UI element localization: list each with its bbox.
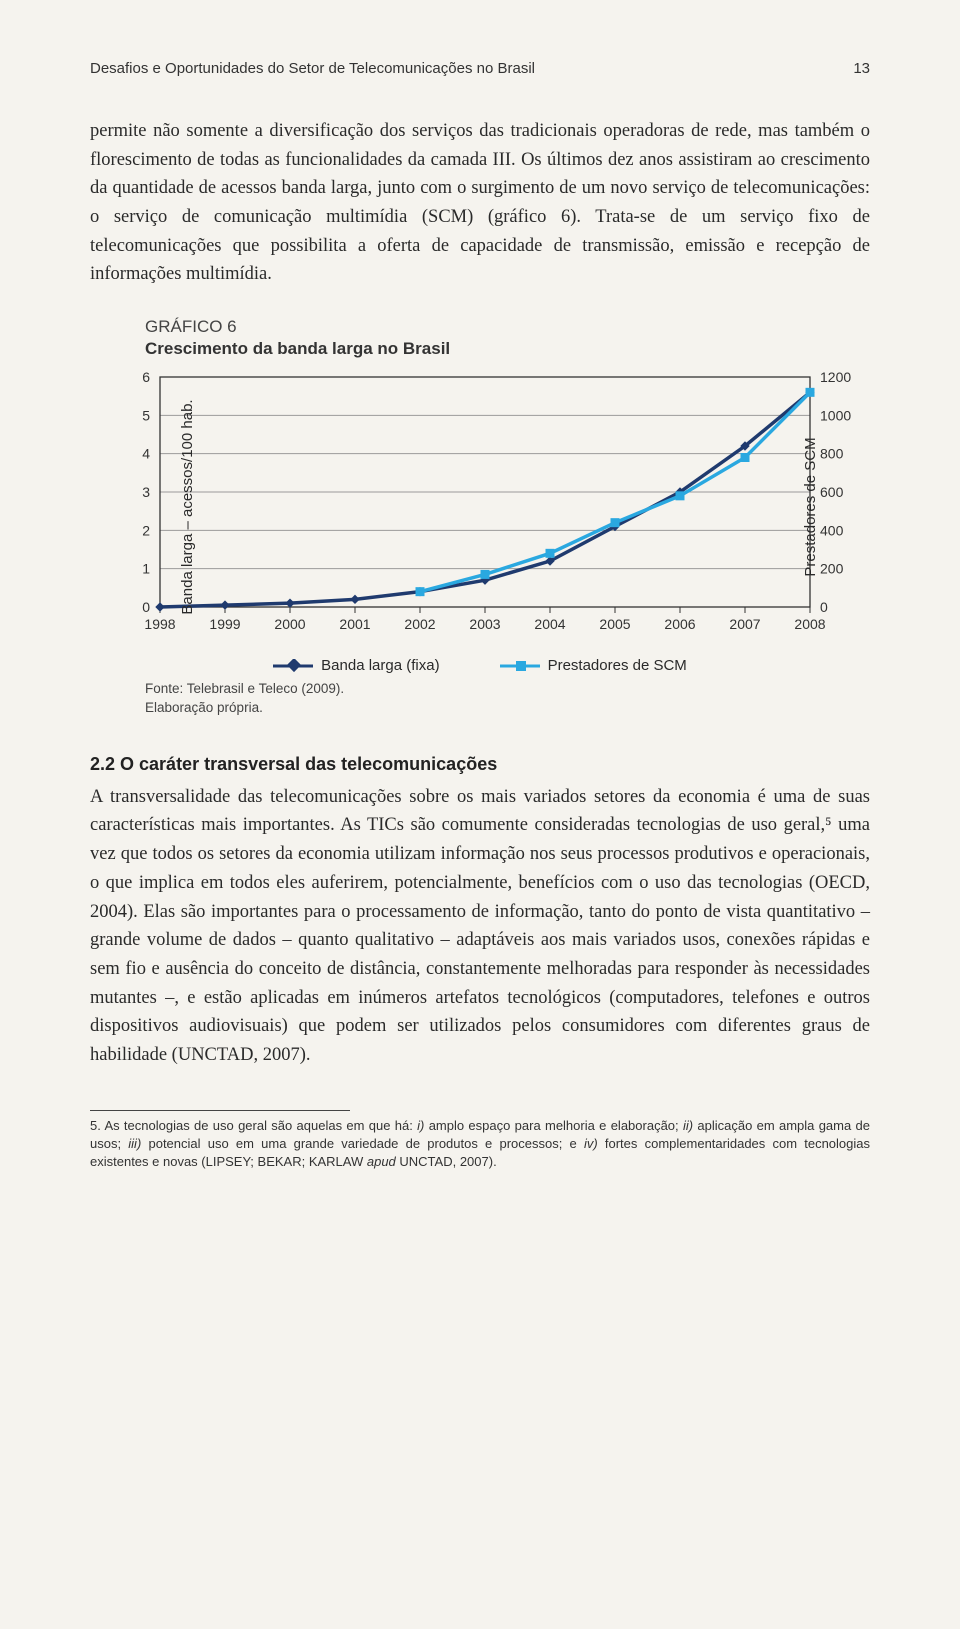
svg-text:6: 6 [142,369,150,385]
svg-text:2007: 2007 [729,616,760,632]
svg-text:2: 2 [142,522,150,538]
section-heading: 2.2 O caráter transversal das telecomuni… [90,754,870,775]
svg-text:200: 200 [820,561,844,577]
svg-text:1000: 1000 [820,407,851,423]
legend-swatch-1 [273,659,313,673]
svg-text:600: 600 [820,484,844,500]
footnote: 5. As tecnologias de uso geral são aquel… [90,1117,870,1172]
footnote-rule [90,1110,350,1111]
svg-text:2002: 2002 [404,616,435,632]
chart-label: GRÁFICO 6 [145,317,870,337]
footnote-text: As tecnologias de uso geral são aquelas … [90,1118,870,1169]
y-left-axis-title: Banda larga – acessos/100 hab. [179,399,196,614]
svg-text:2000: 2000 [274,616,305,632]
legend-item-prestadores: Prestadores de SCM [500,657,687,674]
svg-text:1998: 1998 [144,616,175,632]
y-right-axis-title: Prestadores de SCM [802,437,819,576]
svg-text:4: 4 [142,446,150,462]
svg-text:2001: 2001 [339,616,370,632]
legend-label-2: Prestadores de SCM [548,657,687,674]
running-header: Desafios e Oportunidades do Setor de Tel… [90,60,870,77]
page-number: 13 [853,60,870,77]
chart-block: GRÁFICO 6 Crescimento da banda larga no … [90,317,870,718]
svg-text:400: 400 [820,522,844,538]
chart-source: Fonte: Telebrasil e Teleco (2009). Elabo… [145,680,870,718]
source-line2: Elaboração própria. [145,699,870,718]
source-line1: Fonte: Telebrasil e Teleco (2009). [145,680,870,699]
svg-text:2004: 2004 [534,616,565,632]
legend-swatch-2 [500,659,540,673]
svg-text:800: 800 [820,446,844,462]
legend-label-1: Banda larga (fixa) [321,657,439,674]
svg-text:1: 1 [142,561,150,577]
running-title: Desafios e Oportunidades do Setor de Tel… [90,60,535,77]
intro-paragraph: permite não somente a diversificação dos… [90,117,870,289]
svg-text:2005: 2005 [599,616,630,632]
chart-title: Crescimento da banda larga no Brasil [145,339,870,359]
svg-text:2003: 2003 [469,616,500,632]
legend-item-bandalarga: Banda larga (fixa) [273,657,439,674]
svg-text:5: 5 [142,407,150,423]
chart-holder: Banda larga – acessos/100 hab. 012345602… [90,367,870,647]
svg-text:0: 0 [820,599,828,615]
svg-text:2008: 2008 [794,616,825,632]
footnote-number: 5. [90,1118,101,1133]
section-body: A transversalidade das telecomunicações … [90,783,870,1070]
svg-text:1999: 1999 [209,616,240,632]
chart-legend: Banda larga (fixa) Prestadores de SCM [90,657,870,674]
svg-text:1200: 1200 [820,369,851,385]
svg-text:0: 0 [142,599,150,615]
chart-svg: 0 1 2 3 4 5 6 0 200 400 600 800 1000 1200 1998 1999 2000… [110,367,870,647]
svg-text:3: 3 [142,484,150,500]
svg-text:2006: 2006 [664,616,695,632]
